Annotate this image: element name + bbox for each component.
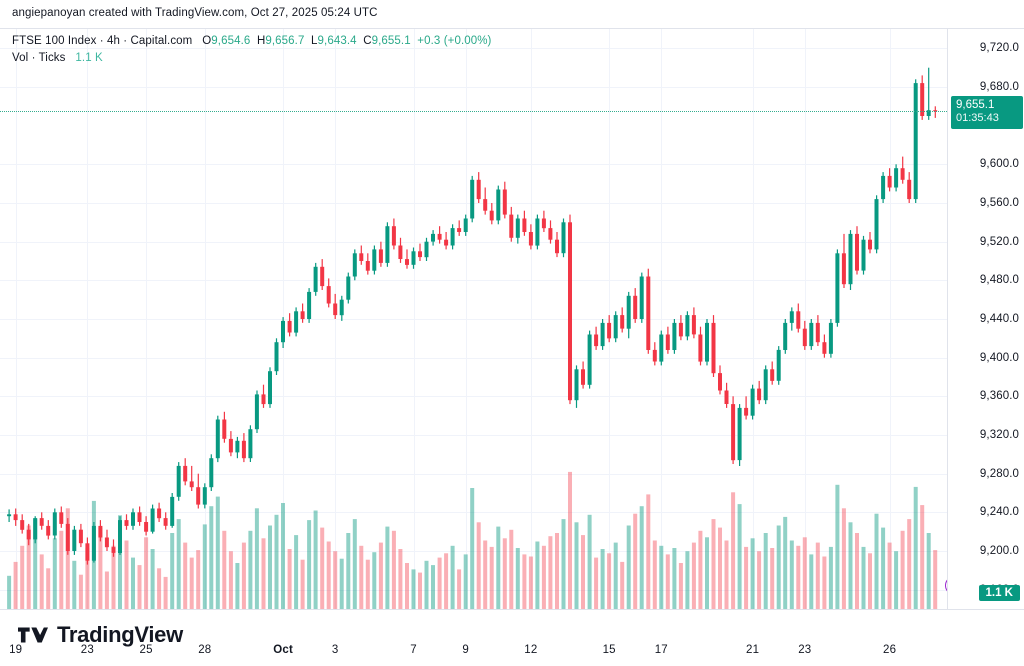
legend-close-label: C: [363, 35, 372, 47]
legend-high-label: H: [256, 35, 266, 47]
gridline-vertical: [413, 29, 415, 609]
gridline-horizontal: [0, 473, 947, 475]
price-tick-label: 9,200.0: [979, 545, 1019, 557]
legend-change-percent: (+0.00%): [443, 35, 492, 47]
price-tick-label: 9,440.0: [979, 313, 1019, 325]
candlestick-series: [7, 67, 938, 565]
gridline-vertical: [15, 29, 17, 609]
price-tick-label: 9,280.0: [979, 467, 1019, 480]
price-tick-label: 9,480.0: [979, 274, 1019, 287]
time-tick-label: 17: [654, 644, 668, 656]
price-tick-label: 9,680.0: [979, 81, 1019, 93]
legend-volume-label[interactable]: Vol · Ticks: [12, 52, 66, 64]
current-price-value: 9,655.1: [956, 99, 995, 112]
gridline-vertical: [661, 29, 663, 609]
price-tick-label: 9,360.0: [979, 390, 1019, 403]
time-axis[interactable]: 19 23 25 28 Oct 3 7 9 12 15 17 21 23 26: [0, 636, 947, 666]
legend-open-label: O: [202, 35, 212, 47]
gridline-horizontal: [0, 48, 947, 50]
tradingview-logo-icon: [18, 627, 48, 643]
time-tick-label: 23: [80, 644, 94, 656]
legend-open-value: 9,654.6: [211, 35, 251, 47]
price-tick-label: 9,600.0: [979, 158, 1019, 171]
gridline-horizontal: [0, 319, 947, 320]
time-tick-label: 26: [882, 644, 897, 656]
price-chart-plot[interactable]: FTSE 100 Index · 4h · Capital.com O9,654…: [0, 28, 947, 610]
gridline-vertical: [465, 29, 467, 609]
time-tick-label: 9: [462, 644, 469, 656]
legend-change: +0.3: [417, 35, 441, 47]
price-tick-label: 9,520.0: [979, 235, 1019, 248]
gridline-horizontal: [0, 280, 947, 282]
gridline-horizontal: [0, 357, 947, 359]
legend-high-value: 9,656.7: [265, 35, 305, 47]
time-tick-label: 7: [410, 644, 417, 656]
time-tick-label: 21: [745, 644, 760, 656]
gridline-horizontal: [0, 589, 947, 591]
current-price-line: [0, 111, 947, 113]
legend-volume-row: Vol · Ticks 1.1 K: [12, 50, 492, 67]
gridline-horizontal: [0, 435, 947, 436]
time-tick-label: Oct: [273, 644, 293, 656]
volume-value-tag: 1.1 K: [978, 585, 1020, 601]
gridline-horizontal: [0, 551, 947, 552]
chart-legend: FTSE 100 Index · 4h · Capital.com O9,654…: [12, 33, 492, 67]
legend-low-value: 9,643.4: [317, 35, 357, 47]
gridline-vertical: [530, 29, 532, 609]
time-tick-label: 15: [602, 644, 616, 656]
gridline-vertical: [87, 29, 89, 609]
price-tick-label: 9,240.0: [979, 506, 1019, 519]
gridline-vertical: [146, 29, 148, 609]
time-tick-label: 28: [198, 644, 212, 656]
legend-close-value: 9,655.1: [371, 35, 411, 47]
price-tick-label: 9,720.0: [979, 42, 1019, 55]
time-tick-label: 25: [139, 644, 153, 656]
gridline-vertical: [752, 29, 754, 609]
time-tick-label: 3: [331, 644, 339, 656]
gridline-horizontal: [0, 164, 947, 166]
legend-symbol[interactable]: FTSE 100 Index · 4h · Capital.com: [12, 35, 193, 47]
bar-countdown: 01:35:43: [956, 112, 999, 125]
gridline-horizontal: [0, 512, 947, 514]
volume-series: [7, 471, 938, 609]
gridline-vertical: [889, 29, 891, 609]
chart-area[interactable]: FTSE 100 Index · 4h · Capital.com O9,654…: [0, 28, 1024, 666]
legend-low-label: L: [311, 35, 318, 47]
legend-ohlc-row: FTSE 100 Index · 4h · Capital.com O9,654…: [12, 33, 492, 50]
price-tick-label: 9,400.0: [979, 351, 1019, 364]
attribution-text: angiepanoyan created with TradingView.co…: [12, 7, 378, 19]
time-tick-label: 12: [524, 644, 538, 656]
tradingview-branding: TradingView: [18, 622, 183, 648]
legend-volume-value: 1.1 K: [75, 52, 103, 64]
time-tick-label: 23: [798, 644, 812, 656]
gridline-horizontal: [0, 396, 947, 398]
gridline-vertical: [804, 29, 806, 609]
price-axis[interactable]: 9,720.0 9,680.0 9,600.0 9,560.0 9,520.0 9,480…: [947, 28, 1024, 610]
gridline-vertical: [204, 29, 206, 609]
gridline-horizontal: [0, 241, 947, 243]
current-price-tag: 9,655.1 01:35:43: [951, 96, 1023, 130]
tradingview-wordmark: TradingView: [57, 622, 183, 647]
gridline-horizontal: [0, 87, 947, 88]
time-tick-label: 19: [9, 644, 23, 656]
price-tick-label: 9,560.0: [979, 197, 1019, 209]
price-tick-label: 9,320.0: [979, 429, 1019, 441]
